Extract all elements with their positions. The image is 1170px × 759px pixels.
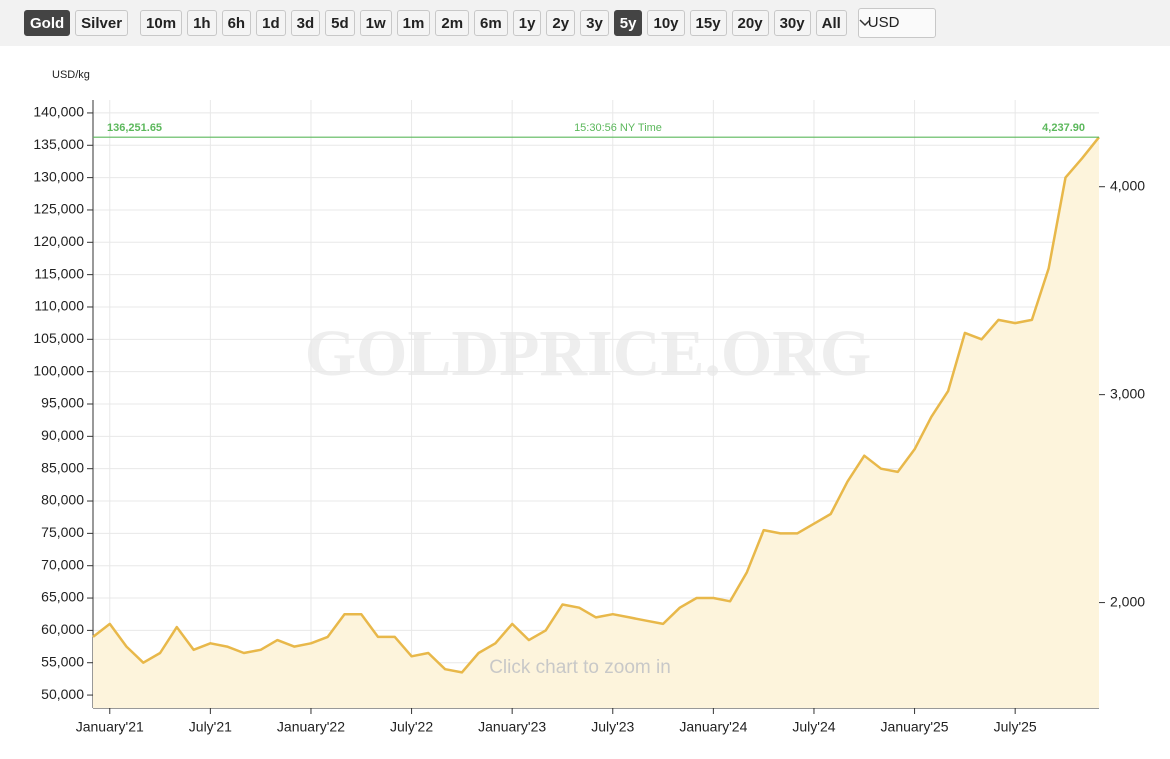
- range-button[interactable]: 1w: [359, 10, 392, 36]
- grid: [93, 100, 1099, 708]
- x-tick-label: January'22: [277, 719, 345, 735]
- x-tick-label: January'25: [881, 719, 949, 735]
- range-button[interactable]: 30y: [773, 10, 811, 36]
- y-tick-label: 115,000: [34, 265, 84, 281]
- range-button[interactable]: All: [815, 10, 847, 36]
- y-tick-label: 120,000: [33, 233, 84, 249]
- x-tick-label: July'21: [189, 719, 232, 735]
- y-tick-label: 85,000: [41, 459, 84, 475]
- range-button[interactable]: 10y: [647, 10, 685, 36]
- y-tick-label: 110,000: [34, 298, 84, 314]
- range-button[interactable]: 20y: [731, 10, 769, 36]
- price-time: 15:30:56 NY Time: [574, 122, 662, 134]
- range-button[interactable]: 3d: [290, 10, 321, 36]
- price-kg: 136,251.65: [107, 122, 162, 134]
- range-button[interactable]: 1y: [512, 10, 542, 36]
- y-tick-label: 130,000: [33, 168, 84, 184]
- y-tick-label: 135,000: [33, 136, 84, 152]
- range-button[interactable]: 2m: [435, 10, 470, 36]
- x-tick-label: July'24: [792, 719, 835, 735]
- price-oz: 4,237.90: [1042, 122, 1085, 134]
- x-tick-label: July'22: [390, 719, 433, 735]
- x-tick-label: January'24: [679, 719, 747, 735]
- range-button[interactable]: 5y: [613, 10, 643, 36]
- range-button[interactable]: 15y: [689, 10, 727, 36]
- y-tick-label: 100,000: [33, 362, 84, 378]
- x-tick-label: January'21: [76, 719, 144, 735]
- y-tick-label: 125,000: [33, 201, 84, 217]
- y2-tick-label: 3,000: [1110, 385, 1145, 401]
- x-tick-label: July'25: [994, 719, 1037, 735]
- line: [92, 136, 1100, 674]
- y-tick-label: 80,000: [41, 492, 84, 508]
- currency-label: USD: [867, 14, 900, 31]
- y-tick-label: 75,000: [41, 524, 84, 540]
- y-tick-label: 95,000: [41, 395, 84, 411]
- y-tick-label: 140,000: [33, 104, 84, 120]
- x-tick-label: July'23: [591, 719, 634, 735]
- range-button[interactable]: 1d: [256, 10, 286, 36]
- y-tick-label: 105,000: [33, 330, 84, 346]
- y2-tick-label: 2,000: [1110, 593, 1145, 609]
- y-tick-label: 60,000: [41, 621, 84, 637]
- range-button[interactable]: 5d: [325, 10, 355, 36]
- y-axis-unit: USD/kg: [52, 69, 90, 81]
- zoom-hint: Click chart to zoom in: [489, 657, 671, 678]
- range-button[interactable]: 6m: [474, 10, 508, 36]
- area: [93, 137, 1099, 708]
- y-tick-label: 55,000: [41, 653, 84, 669]
- dropdown-arrow: [859, 19, 871, 27]
- range-button[interactable]: 2y: [546, 10, 576, 36]
- currency-select[interactable]: USD: [857, 8, 936, 38]
- range-button[interactable]: 1h: [187, 10, 217, 36]
- y2-tick-label: 4,000: [1110, 177, 1145, 193]
- y-tick-label: 70,000: [41, 556, 84, 572]
- range-button[interactable]: 3y: [580, 10, 609, 36]
- range-button[interactable]: 10m: [140, 10, 183, 36]
- watermark: GOLDPRICE.ORG: [305, 317, 872, 390]
- range-button[interactable]: 6h: [221, 10, 252, 36]
- range-button[interactable]: Silver: [75, 10, 129, 36]
- y-tick-label: 65,000: [41, 589, 84, 605]
- toolbar: Gold Silver 10m 1h 6h 1d 3d 5d 1w 1m 2m 6m 1y 2y 3y 5y 1…: [0, 0, 1170, 46]
- range-button[interactable]: Gold: [24, 10, 71, 36]
- range-button[interactable]: 1m: [396, 10, 431, 36]
- y-tick-label: 90,000: [41, 427, 84, 443]
- x-tick-label: January'23: [478, 719, 546, 735]
- y-tick-label: 50,000: [41, 686, 84, 702]
